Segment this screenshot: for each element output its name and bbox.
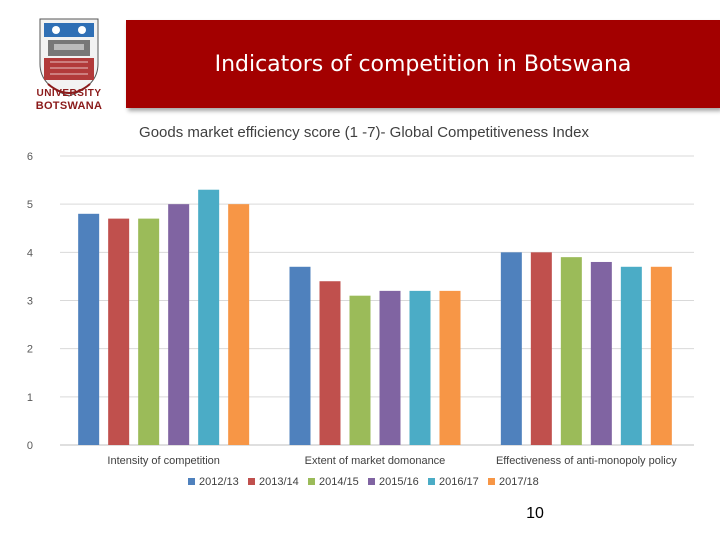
legend-swatch <box>308 478 315 485</box>
page-number: 10 <box>526 505 544 522</box>
legend-label: 2017/18 <box>499 476 539 488</box>
legend-swatch <box>368 478 375 485</box>
x-tick-label: Intensity of competition <box>107 455 220 467</box>
x-tick-label: Effectiveness of anti-monopoly policy <box>496 455 677 467</box>
legend-label: 2015/16 <box>379 476 419 488</box>
bar <box>198 189 220 445</box>
bar <box>500 252 522 445</box>
legend-label: 2014/15 <box>319 476 359 488</box>
page-title: Indicators of competition in Botswana <box>214 51 632 77</box>
bar <box>289 266 311 445</box>
logo-text-university: UNIVERSITY <box>36 88 102 99</box>
bar <box>530 252 552 445</box>
y-tick-label: 0 <box>27 440 33 452</box>
y-tick-label: 5 <box>27 199 33 211</box>
bar <box>650 266 672 445</box>
bar <box>78 213 100 445</box>
y-tick-label: 6 <box>27 151 33 163</box>
legend-swatch <box>248 478 255 485</box>
chart-title: Goods market efficiency score (1 -7)- Gl… <box>139 124 589 141</box>
legend-label: 2013/14 <box>259 476 299 488</box>
title-banner: Indicators of competition in Botswana <box>126 20 720 108</box>
legend-swatch <box>188 478 195 485</box>
y-tick-label: 3 <box>27 296 33 308</box>
bar <box>439 290 461 445</box>
bar <box>620 266 642 445</box>
bar <box>560 257 582 445</box>
bar <box>168 204 190 445</box>
x-tick-label: Extent of market domonance <box>305 455 446 467</box>
legend-swatch <box>428 478 435 485</box>
bar <box>319 281 341 445</box>
bar <box>108 218 130 445</box>
logo-text-botswana: BOTSWANA <box>35 100 103 112</box>
y-tick-label: 1 <box>27 392 33 404</box>
legend-label: 2016/17 <box>439 476 479 488</box>
bar <box>228 204 250 445</box>
y-tick-label: 2 <box>27 344 33 356</box>
bar <box>138 218 160 445</box>
bar <box>349 295 371 445</box>
bar <box>590 261 612 445</box>
y-tick-label: 4 <box>27 247 33 259</box>
university-logo <box>39 18 99 97</box>
bar <box>379 290 401 445</box>
legend-label: 2012/13 <box>199 476 239 488</box>
bar <box>409 290 431 445</box>
legend-swatch <box>488 478 495 485</box>
